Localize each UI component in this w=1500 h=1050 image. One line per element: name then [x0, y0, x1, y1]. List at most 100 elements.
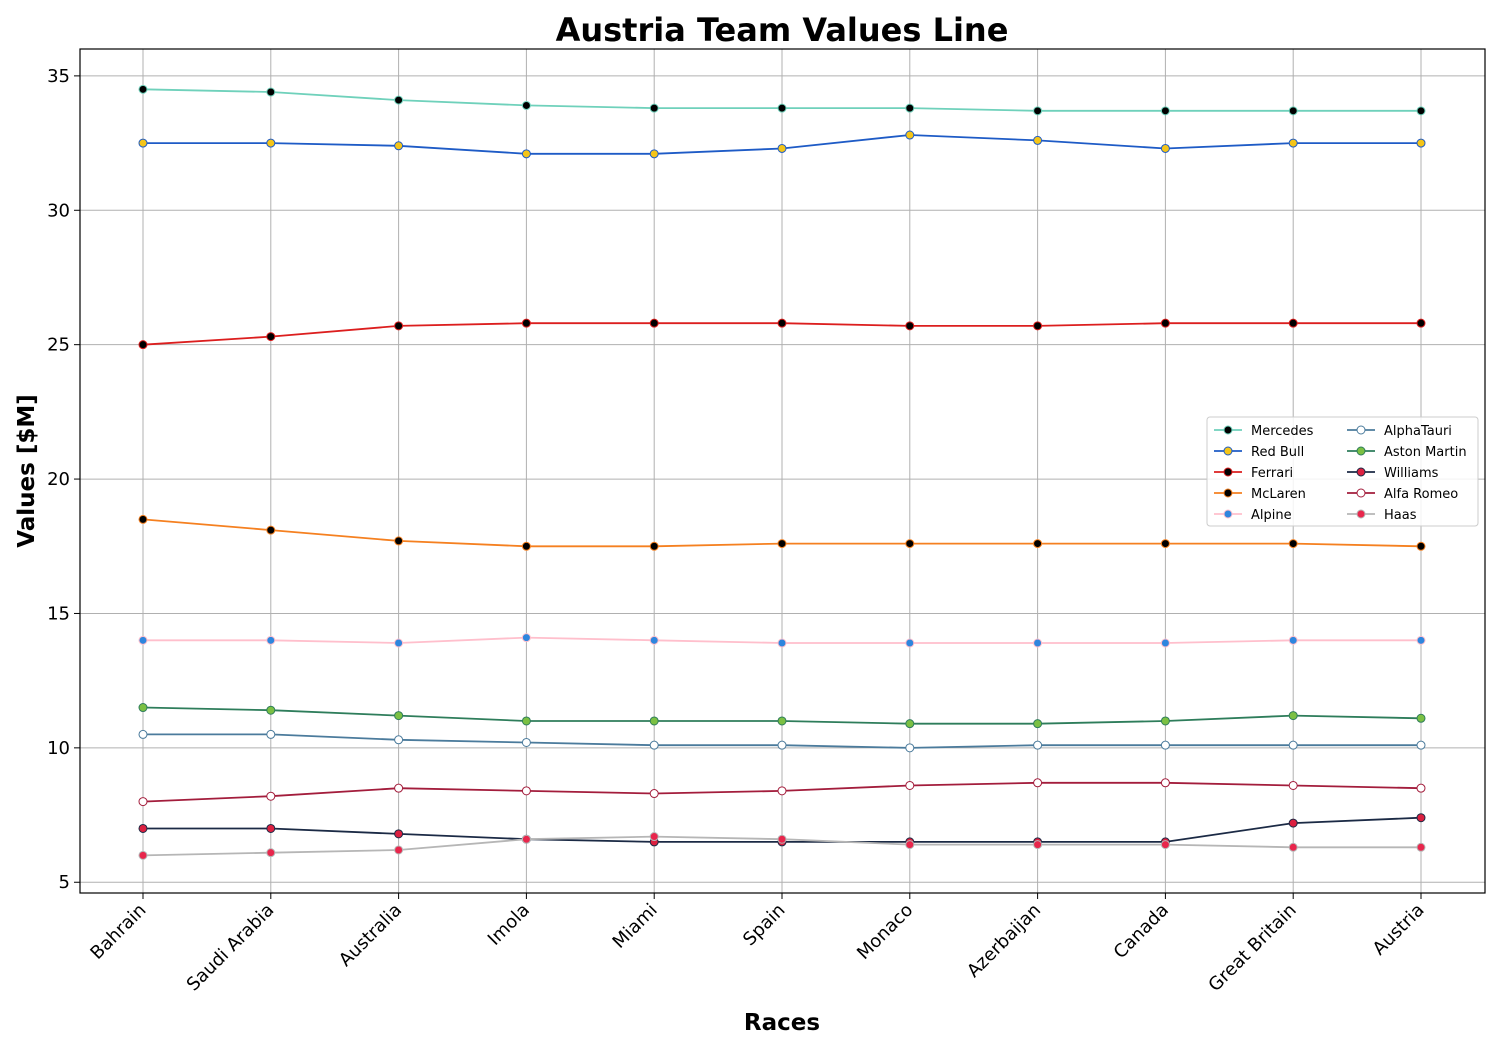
data-point-aston-martin	[649, 716, 659, 726]
data-point-aston-martin	[905, 719, 915, 729]
data-point-alfa-romeo	[138, 797, 148, 807]
x-tick-label: Azerbaijan	[963, 900, 1045, 982]
data-point-haas	[905, 840, 915, 850]
data-point-aston-martin	[521, 716, 531, 726]
legend-label: Alfa Romeo	[1384, 487, 1458, 502]
data-point-alpine	[1288, 635, 1298, 645]
y-tick-label: 20	[47, 469, 70, 490]
x-tick-label: Great Britain	[1205, 900, 1301, 996]
data-point-alphatauri	[521, 737, 531, 747]
data-point-haas	[1160, 840, 1170, 850]
data-point-ferrari	[777, 318, 787, 328]
data-point-mercedes	[1416, 106, 1426, 116]
legend-item-mclaren: McLaren	[1214, 487, 1306, 502]
data-point-alpine	[649, 635, 659, 645]
y-tick-label: 25	[47, 335, 70, 356]
data-point-mclaren	[1288, 539, 1298, 549]
legend-item-alpine: Alpine	[1214, 508, 1292, 523]
legend-label: Haas	[1384, 508, 1417, 523]
series-ferrari	[138, 318, 1426, 350]
legend-marker	[1356, 488, 1366, 498]
data-point-aston-martin	[777, 716, 787, 726]
data-point-alfa-romeo	[521, 786, 531, 796]
series-haas	[138, 832, 1426, 860]
x-tick-label: Saudi Arabia	[183, 900, 279, 996]
data-point-alfa-romeo	[1416, 783, 1426, 793]
legend-marker	[1356, 467, 1366, 477]
data-point-williams	[1288, 818, 1298, 828]
legend: Mercedes Red Bull Ferrari McLaren Alpine Alph…	[1206, 416, 1479, 527]
x-tick-label: Miami	[609, 900, 662, 953]
data-point-alphatauri	[1160, 740, 1170, 750]
data-point-haas	[1416, 842, 1426, 852]
data-point-mclaren	[394, 536, 404, 546]
x-axis-label: Races	[744, 1010, 820, 1036]
data-point-alpine	[777, 638, 787, 648]
series-mclaren	[138, 514, 1426, 551]
data-point-aston-martin	[1416, 713, 1426, 723]
data-point-aston-martin	[1160, 716, 1170, 726]
series-alpine	[138, 633, 1426, 648]
legend-marker	[1223, 467, 1233, 477]
legend-marker	[1223, 425, 1233, 435]
data-point-alfa-romeo	[777, 786, 787, 796]
data-point-mclaren	[777, 539, 787, 549]
data-point-mercedes	[649, 103, 659, 113]
x-axis: Bahrain Saudi Arabia Australia Imola Miami Sp…	[86, 893, 1429, 996]
series-alphatauri	[138, 729, 1426, 753]
data-point-alphatauri	[777, 740, 787, 750]
data-point-mclaren	[1160, 539, 1170, 549]
data-point-mercedes	[1288, 106, 1298, 116]
legend-label: Mercedes	[1251, 424, 1314, 439]
y-tick-label: 5	[59, 872, 70, 893]
data-point-haas	[394, 845, 404, 855]
data-point-alphatauri	[1288, 740, 1298, 750]
series-red-bull	[138, 130, 1426, 159]
data-point-alpine	[521, 633, 531, 643]
data-point-mercedes	[521, 100, 531, 110]
data-point-mclaren	[905, 539, 915, 549]
data-point-red-bull	[905, 130, 915, 140]
data-point-alpine	[266, 635, 276, 645]
y-tick-label: 35	[47, 66, 70, 87]
data-point-ferrari	[1416, 318, 1426, 328]
data-point-ferrari	[266, 332, 276, 342]
data-point-red-bull	[266, 138, 276, 148]
data-point-mercedes	[777, 103, 787, 113]
series-alfa-romeo	[138, 778, 1426, 807]
legend-item-aston-martin: Aston Martin	[1347, 445, 1467, 460]
data-point-alfa-romeo	[1160, 778, 1170, 788]
series-lines	[138, 84, 1426, 860]
data-point-ferrari	[1288, 318, 1298, 328]
legend-item-haas: Haas	[1347, 508, 1417, 523]
data-point-alfa-romeo	[394, 783, 404, 793]
data-point-mercedes	[1033, 106, 1043, 116]
data-point-red-bull	[1416, 138, 1426, 148]
data-point-mclaren	[266, 525, 276, 535]
data-point-haas	[777, 834, 787, 844]
data-point-alpine	[1416, 635, 1426, 645]
legend-item-red-bull: Red Bull	[1214, 445, 1304, 460]
data-point-aston-martin	[1288, 711, 1298, 721]
x-tick-label: Bahrain	[86, 900, 150, 964]
data-point-red-bull	[138, 138, 148, 148]
y-tick-label: 10	[47, 738, 70, 759]
data-point-ferrari	[138, 340, 148, 350]
data-point-williams	[394, 829, 404, 839]
legend-label: Alpine	[1251, 508, 1292, 523]
data-point-haas	[266, 848, 276, 858]
data-point-mercedes	[138, 84, 148, 94]
legend-item-alphatauri: AlphaTauri	[1347, 424, 1452, 439]
data-point-mercedes	[905, 103, 915, 113]
data-point-aston-martin	[266, 705, 276, 715]
data-point-alfa-romeo	[905, 780, 915, 790]
data-point-red-bull	[1033, 135, 1043, 145]
data-point-mercedes	[394, 95, 404, 105]
y-tick-label: 30	[47, 200, 70, 221]
data-point-mercedes	[266, 87, 276, 97]
series-mercedes	[138, 84, 1426, 116]
legend-label: McLaren	[1251, 487, 1306, 502]
legend-marker	[1356, 509, 1366, 519]
legend-marker	[1223, 509, 1233, 519]
